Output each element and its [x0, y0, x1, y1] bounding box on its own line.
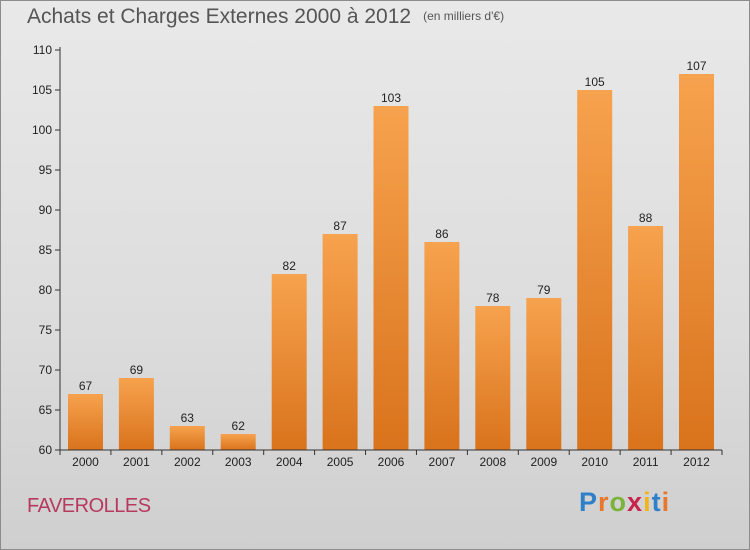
x-tick-label-2004: 2004	[276, 455, 303, 469]
y-tick-label-110: 110	[33, 43, 52, 57]
value-label-2004: 82	[283, 259, 297, 273]
y-tick-label-60: 60	[39, 443, 53, 457]
x-tick-label-2008: 2008	[479, 455, 506, 469]
x-tick-label-2007: 2007	[429, 455, 456, 469]
bar-2011	[628, 226, 664, 450]
logo-letter: o	[609, 487, 628, 517]
value-label-2010: 105	[585, 75, 605, 89]
bar-2002	[169, 426, 205, 450]
x-tick-label-2010: 2010	[581, 455, 608, 469]
bar-2001	[118, 378, 154, 450]
y-tick-label-65: 65	[39, 403, 53, 417]
title-main: Achats et Charges Externes 2000 à 2012	[27, 5, 412, 28]
logo-letter: i	[643, 487, 652, 517]
x-tick-label-2012: 2012	[683, 455, 710, 469]
proxiti-logo[interactable]: Proxiti	[579, 487, 670, 518]
location-name: FAVEROLLES	[27, 495, 151, 517]
title-unit: (en milliers d'€)	[423, 9, 505, 23]
y-tick-label-80: 80	[39, 283, 53, 297]
logo-letter: r	[598, 487, 610, 517]
axes-group: 60 65 70 75 80 85 90 95 100 105 110 2000 2001 2002 200…	[32, 43, 723, 469]
y-tick-label-75: 75	[39, 323, 53, 337]
bar-2006	[373, 106, 409, 450]
bar-2009	[526, 298, 562, 450]
logo-letter: x	[627, 487, 644, 517]
bar-2003	[220, 434, 256, 450]
value-label-2003: 62	[232, 419, 246, 433]
bar-2004	[271, 274, 307, 450]
bar-2012	[679, 74, 714, 450]
x-tick-label-2011: 2011	[633, 455, 659, 469]
logo-letter: t	[651, 487, 662, 517]
bars-group: 67 69 63 62 82 87 103 86 78 79 105 88 107	[68, 59, 714, 450]
bar-2007	[424, 242, 460, 450]
y-tick-label-95: 95	[39, 163, 53, 177]
y-tick-label-90: 90	[39, 203, 53, 217]
logo-letter: P	[579, 487, 599, 517]
x-tick-label-2006: 2006	[378, 455, 405, 469]
y-tick-label-85: 85	[39, 243, 53, 257]
x-tick-label-2003: 2003	[225, 455, 252, 469]
x-tick-label-2002: 2002	[174, 455, 201, 469]
value-label-2006: 103	[381, 91, 401, 105]
value-label-2000: 67	[79, 379, 93, 393]
y-tick-label-70: 70	[39, 363, 53, 377]
value-label-2011: 88	[639, 211, 653, 225]
value-label-2012: 107	[686, 59, 706, 73]
value-label-2009: 79	[537, 283, 551, 297]
x-tick-label-2000: 2000	[72, 455, 99, 469]
value-label-2001: 69	[130, 363, 144, 377]
x-tick-label-2001: 2001	[123, 455, 150, 469]
x-tick-label-2009: 2009	[530, 455, 557, 469]
chart-title: Achats et Charges Externes 2000 à 2012 (e…	[27, 5, 504, 29]
bar-2008	[475, 306, 511, 450]
bar-2010	[577, 90, 613, 450]
bar-2005	[322, 234, 358, 450]
logo-letter: i	[661, 487, 671, 517]
value-label-2007: 86	[435, 227, 449, 241]
value-label-2008: 78	[486, 291, 500, 305]
x-tick-label-2005: 2005	[327, 455, 354, 469]
y-tick-label-100: 100	[32, 123, 52, 137]
bar-2000	[68, 394, 103, 450]
y-tick-label-105: 105	[32, 83, 52, 97]
value-label-2002: 63	[181, 411, 195, 425]
value-label-2005: 87	[333, 219, 347, 233]
